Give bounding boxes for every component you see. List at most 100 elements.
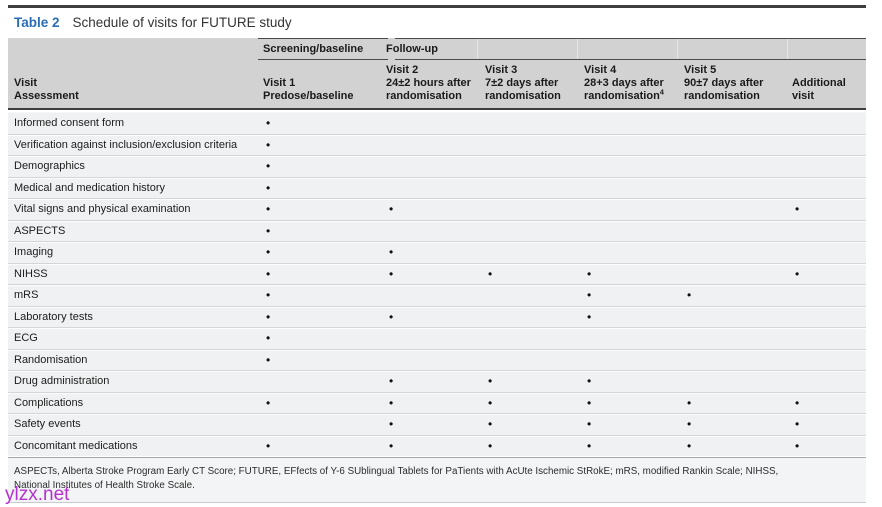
assessment-label: Complications bbox=[14, 396, 84, 409]
assessment-label: ECG bbox=[14, 332, 38, 345]
visit-marker-cell: • bbox=[389, 245, 394, 260]
column-header-line: Visit 5 bbox=[684, 64, 717, 76]
visit-marker-cell: • bbox=[587, 288, 592, 303]
column-header-line: Visit 1 bbox=[263, 77, 296, 89]
assessment-label: mRS bbox=[14, 289, 39, 302]
table-row: Verification against inclusion/exclusion… bbox=[8, 133, 866, 155]
assessment-label: Safety events bbox=[14, 418, 81, 431]
header-divider bbox=[577, 39, 578, 59]
column-header-line: 24±2 hours after bbox=[386, 77, 471, 89]
visit-marker-cell: • bbox=[587, 395, 592, 410]
visit-marker-cell: • bbox=[266, 116, 271, 131]
assessment-label: Verification against inclusion/exclusion… bbox=[14, 138, 238, 151]
spanner-rule bbox=[258, 38, 388, 39]
column-header-line: randomisation bbox=[684, 90, 760, 102]
column-header-visit-3: Visit 3 7±2 days after randomisation bbox=[480, 64, 579, 103]
table-number-label: Table 2 bbox=[14, 15, 60, 30]
visit-marker-cell: • bbox=[587, 417, 592, 432]
visit-marker-cell: • bbox=[687, 417, 692, 432]
table-row: Concomitant medications • • • • • • bbox=[8, 434, 866, 456]
row-header-visit-assessment: Visit Assessment bbox=[8, 77, 258, 103]
visit-marker-cell: • bbox=[266, 223, 271, 238]
visit-marker-cell: • bbox=[266, 245, 271, 260]
assessment-label: Imaging bbox=[14, 246, 54, 259]
row-header-line: Visit bbox=[14, 77, 38, 89]
visit-marker-cell: • bbox=[795, 438, 800, 453]
column-header-line: visit bbox=[792, 90, 815, 102]
table-footnote: ASPECTs, Alberta Stroke Program Early CT… bbox=[8, 457, 866, 503]
column-header-line: Predose/baseline bbox=[263, 90, 354, 102]
spanner-rule bbox=[258, 59, 388, 60]
assessment-label: ASPECTS bbox=[14, 224, 66, 237]
footnote-marker: 4 bbox=[659, 87, 664, 97]
watermark: ylzx.net bbox=[5, 484, 70, 505]
table-row: Informed consent form • bbox=[8, 112, 866, 134]
table-row: Vital signs and physical examination • • • bbox=[8, 198, 866, 220]
assessment-label: Randomisation bbox=[14, 353, 88, 366]
table-header: Screening/baseline Follow-up Visit Assess… bbox=[8, 38, 866, 110]
visit-marker-cell: • bbox=[266, 438, 271, 453]
table-row: ASPECTS • bbox=[8, 219, 866, 241]
visit-marker-cell: • bbox=[266, 266, 271, 281]
visit-marker-cell: • bbox=[266, 180, 271, 195]
visit-marker-cell: • bbox=[389, 374, 394, 389]
visit-marker-cell: • bbox=[389, 438, 394, 453]
assessment-label: Medical and medication history bbox=[14, 181, 166, 194]
visit-marker-cell: • bbox=[795, 202, 800, 217]
assessment-label: Laboratory tests bbox=[14, 310, 93, 323]
column-header-line: Visit 4 bbox=[584, 64, 617, 76]
column-header-visit-4: Visit 4 28+3 days after randomisation4 bbox=[579, 64, 679, 103]
table-row: Complications • • • • • • bbox=[8, 391, 866, 413]
visit-marker-cell: • bbox=[266, 202, 271, 217]
table-row: Drug administration • • • bbox=[8, 370, 866, 392]
visit-marker-cell: • bbox=[587, 266, 592, 281]
table-caption: Table 2 Schedule of visits for FUTURE st… bbox=[14, 15, 292, 30]
column-header-visit-2: Visit 2 24±2 hours after randomisation bbox=[381, 64, 480, 103]
column-header-line: 90±7 days after bbox=[684, 77, 764, 89]
visit-marker-cell: • bbox=[587, 374, 592, 389]
visit-marker-cell: • bbox=[488, 438, 493, 453]
spanner-rule bbox=[395, 59, 866, 60]
row-header-line: Assessment bbox=[14, 90, 79, 102]
column-header-line: 7±2 days after bbox=[485, 77, 559, 89]
visit-marker-cell: • bbox=[266, 352, 271, 367]
visit-marker-cell: • bbox=[389, 266, 394, 281]
table-row: Safety events • • • • • bbox=[8, 413, 866, 435]
table-title: Schedule of visits for FUTURE study bbox=[72, 15, 292, 30]
visit-marker-cell: • bbox=[266, 137, 271, 152]
assessment-label: NIHSS bbox=[14, 267, 48, 280]
spanner-follow-up: Follow-up bbox=[386, 43, 438, 55]
column-header-line: randomisation bbox=[386, 90, 462, 102]
visit-marker-cell: • bbox=[795, 266, 800, 281]
visit-marker-cell: • bbox=[389, 395, 394, 410]
visit-marker-cell: • bbox=[587, 309, 592, 324]
table-row: mRS • • • bbox=[8, 284, 866, 306]
assessment-label: Concomitant medications bbox=[14, 439, 138, 452]
schedule-table: Table 2 Schedule of visits for FUTURE st… bbox=[8, 0, 866, 507]
visit-marker-cell: • bbox=[587, 438, 592, 453]
visit-marker-cell: • bbox=[389, 417, 394, 432]
table-row: Imaging • • bbox=[8, 241, 866, 263]
visit-marker-cell: • bbox=[687, 288, 692, 303]
visit-marker-cell: • bbox=[795, 417, 800, 432]
table-row: Medical and medication history • bbox=[8, 176, 866, 198]
visit-header-row: Visit Assessment Visit 1 Predose/baseline Vi… bbox=[8, 60, 866, 110]
visit-marker-cell: • bbox=[266, 331, 271, 346]
assessment-label: Drug administration bbox=[14, 375, 110, 388]
column-header-visit-5: Visit 5 90±7 days after randomisation bbox=[679, 64, 787, 103]
visit-marker-cell: • bbox=[687, 395, 692, 410]
column-header-additional-visit: Additional visit bbox=[787, 77, 866, 103]
header-divider bbox=[787, 39, 788, 59]
footnote-line: ASPECTs, Alberta Stroke Program Early CT… bbox=[14, 466, 779, 477]
visit-marker-cell: • bbox=[488, 266, 493, 281]
visit-marker-cell: • bbox=[266, 395, 271, 410]
visit-marker-cell: • bbox=[389, 309, 394, 324]
visit-marker-cell: • bbox=[389, 202, 394, 217]
visit-marker-cell: • bbox=[488, 395, 493, 410]
visit-marker-cell: • bbox=[266, 159, 271, 174]
header-divider bbox=[477, 39, 478, 59]
column-header-line: randomisation bbox=[485, 90, 561, 102]
assessment-label: Demographics bbox=[14, 160, 85, 173]
assessment-label: Informed consent form bbox=[14, 117, 125, 130]
header-divider bbox=[677, 39, 678, 59]
